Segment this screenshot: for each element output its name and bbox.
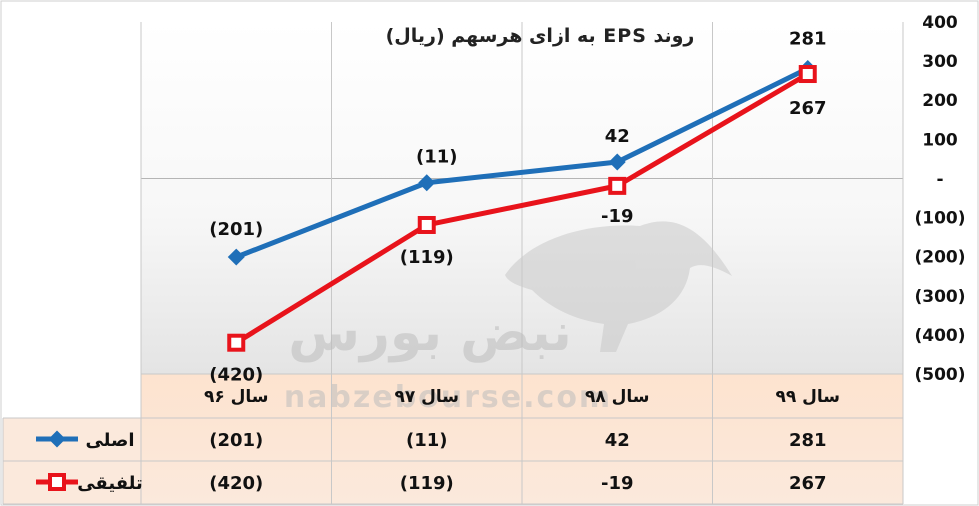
watermark-persian: نبض بورس xyxy=(288,303,572,363)
y-tick-label: 200 xyxy=(922,91,958,111)
series-2-marker xyxy=(227,333,246,352)
category-label: سال ۹۹ xyxy=(775,387,840,407)
data-label: 267 xyxy=(789,98,827,119)
watermark-latin: nabzebourse.com xyxy=(284,380,612,415)
table-cell: -19 xyxy=(601,473,634,494)
bull-logo-icon xyxy=(505,221,732,352)
category-label: سال ۹۶ xyxy=(204,387,269,407)
data-label: -19 xyxy=(601,206,634,227)
legend-marker-2 xyxy=(48,473,66,491)
data-table: سال ۹۶ سال ۹۷ سال ۹۸ سال ۹۹ (201) (11) 42 281 اص… xyxy=(36,387,840,494)
watermark: نبض بورس nabzebourse.com xyxy=(284,221,732,415)
data-label: 281 xyxy=(789,29,827,50)
data-label: (420) xyxy=(209,365,263,386)
legend-label: تلفیقی xyxy=(77,473,143,494)
table-cell: 267 xyxy=(789,473,827,494)
y-tick-label: (100) xyxy=(914,209,965,229)
y-tick-label: (500) xyxy=(914,365,965,385)
series-line-2 xyxy=(234,71,810,345)
series-1-marker xyxy=(418,174,436,192)
table-cell: (119) xyxy=(400,473,454,494)
y-tick-label: - xyxy=(936,169,943,189)
data-label: (201) xyxy=(209,219,263,240)
series-1-marker xyxy=(608,153,626,171)
y-tick-label: (400) xyxy=(914,326,965,346)
series-2-marker xyxy=(798,65,817,84)
data-label: (119) xyxy=(400,247,454,268)
table-cell: (11) xyxy=(406,430,448,451)
table-cell: (201) xyxy=(209,430,263,451)
table-cell: (420) xyxy=(209,473,263,494)
category-label: سال ۹۸ xyxy=(585,387,650,407)
series-1-marker xyxy=(227,248,245,266)
y-tick-label: 300 xyxy=(922,52,958,72)
y-tick-label: 100 xyxy=(922,130,958,150)
chart-title: روند EPS به ازای هرسهم (ریال) xyxy=(386,25,695,47)
series-2-marker xyxy=(417,215,436,234)
y-tick-label: (300) xyxy=(914,287,965,307)
y-axis: 400 300 200 100 - (100) (200) (300) (400) (500) xyxy=(914,13,965,385)
y-tick-label: (200) xyxy=(914,248,965,268)
series-2-marker xyxy=(608,176,627,195)
legend-label: اصلی xyxy=(85,430,134,451)
table-cell: 281 xyxy=(789,430,827,451)
series-line-1 xyxy=(235,66,809,260)
gridlines xyxy=(2,22,904,505)
series-layer: (201) (11) 42 281 (420) (119) -19 267 xyxy=(209,29,826,386)
data-label: (11) xyxy=(416,147,458,168)
data-label: 42 xyxy=(605,126,630,147)
category-label: سال ۹۷ xyxy=(394,387,459,407)
y-tick-label: 400 xyxy=(922,13,958,33)
table-cell: 42 xyxy=(605,430,630,451)
